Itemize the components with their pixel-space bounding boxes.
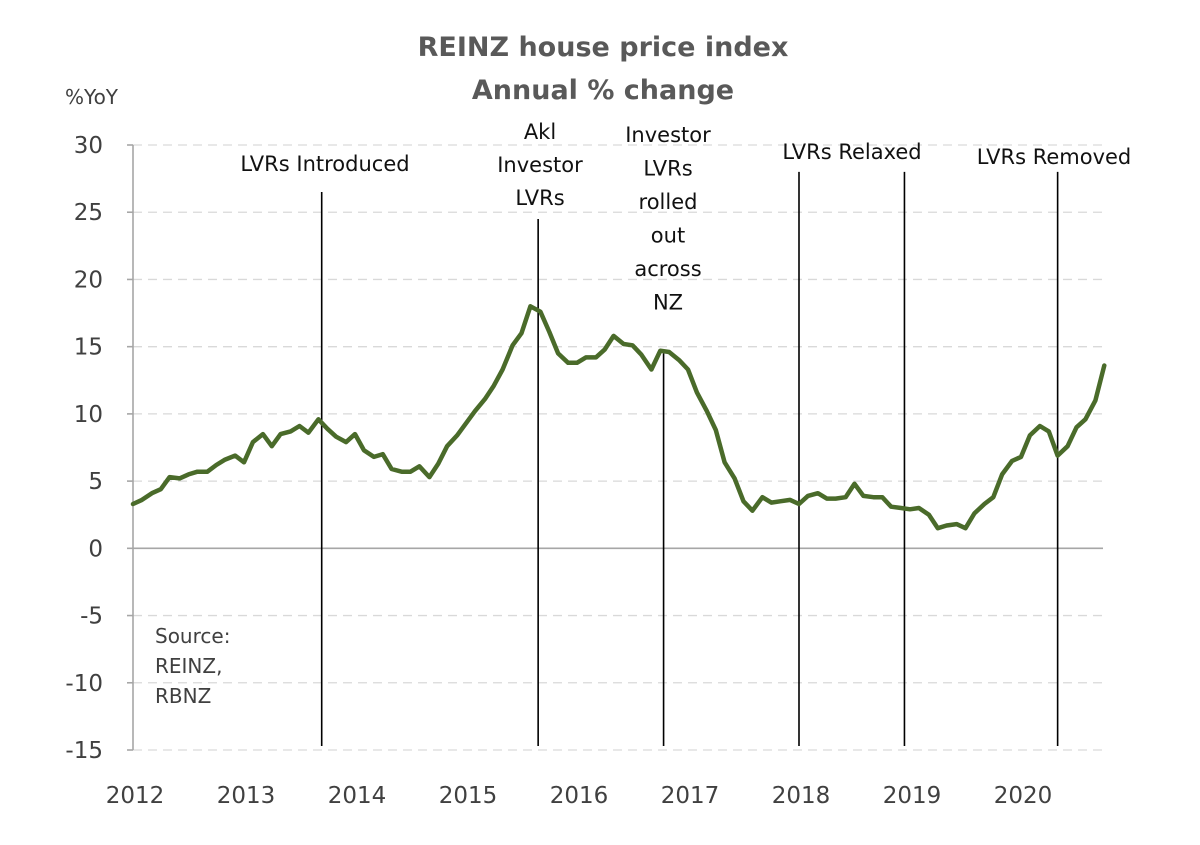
y-tick-labels: 30 25 20 15 10 5 0 -5 -10 -15 <box>65 133 103 764</box>
y-tick--10: -10 <box>65 671 103 697</box>
annotation-6-line-1: LVRs Removed <box>977 145 1132 169</box>
series-line-1 <box>130 304 1107 531</box>
x-tick-2016: 2016 <box>550 783 609 809</box>
x-tick-2018: 2018 <box>772 783 831 809</box>
annotation-1-line-1: LVRs Introduced <box>240 152 409 176</box>
annotation-3-line-3: rolled <box>639 190 698 214</box>
x-tick-labels: 2012 2013 2014 2015 2016 2017 2018 2019 2020 <box>106 783 1053 809</box>
x-tick-2015: 2015 <box>439 783 498 809</box>
annotation-2-line-3: LVRs <box>515 186 564 210</box>
event-lines <box>320 171 1059 746</box>
y-tick-30: 30 <box>74 133 103 159</box>
x-tick-2013: 2013 <box>217 783 276 809</box>
data-series <box>130 304 1107 531</box>
source-line-2: REINZ, <box>155 654 222 678</box>
y-tick--15: -15 <box>65 738 103 764</box>
source-note: Source: REINZ, RBNZ <box>155 624 230 708</box>
event-annotations: LVRs Introduced Akl Investor LVRs Investor LV… <box>240 120 1131 315</box>
source-line-1: Source: <box>155 624 230 648</box>
x-tick-2019: 2019 <box>883 783 942 809</box>
y-tick-0: 0 <box>88 536 103 562</box>
x-tick-2017: 2017 <box>661 783 720 809</box>
annotation-4-line-1: LVRs Relaxed <box>782 140 921 164</box>
gridlines <box>127 144 1103 751</box>
y-tick-10: 10 <box>74 402 103 428</box>
annotation-2-line-1: Akl <box>524 120 556 144</box>
y-tick-25: 25 <box>74 200 103 226</box>
source-line-3: RBNZ <box>155 684 211 708</box>
annotation-3-line-4: out <box>651 224 685 248</box>
annotation-3-line-2: LVRs <box>643 157 692 181</box>
x-tick-2012: 2012 <box>106 783 165 809</box>
annotation-2-line-2: Investor <box>497 153 583 177</box>
chart-title: REINZ house price index Annual % change <box>418 32 789 106</box>
x-tick-2014: 2014 <box>328 783 387 809</box>
y-axis-label: %YoY <box>65 85 119 109</box>
annotation-3-line-5: across <box>634 257 701 281</box>
x-tick-2020: 2020 <box>994 783 1053 809</box>
y-tick-5: 5 <box>88 469 103 495</box>
y-tick--5: -5 <box>80 604 103 630</box>
annotation-3-line-6: NZ <box>653 291 683 315</box>
y-tick-20: 20 <box>74 267 103 293</box>
y-tick-15: 15 <box>74 335 103 361</box>
chart-title-line-1: REINZ house price index <box>418 32 789 63</box>
chart-title-line-2: Annual % change <box>472 75 734 106</box>
annotation-3-line-1: Investor <box>625 123 711 147</box>
